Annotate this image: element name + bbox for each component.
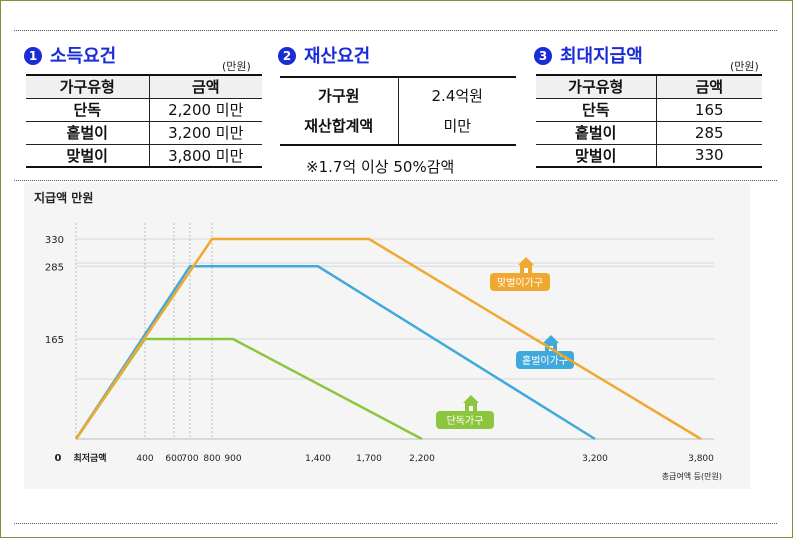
max-unit-label: (만원): [730, 60, 759, 73]
y-tick-label: 285: [45, 262, 64, 273]
x-tick-label: 800: [203, 454, 220, 464]
income-requirement-title: 1 소득요건: [24, 42, 116, 68]
table-row: 홑벌이 3,200 미만: [26, 120, 262, 145]
x-tick-label: 900: [224, 454, 241, 464]
x-tick-label: 3,200: [582, 454, 608, 464]
table-row: 단독 165: [536, 97, 762, 122]
y-tick-label: 165: [45, 335, 64, 346]
house-icon-door: [469, 406, 473, 411]
divider-top: [14, 30, 777, 31]
divider-middle: [14, 180, 777, 181]
house-icon: [543, 335, 559, 343]
asset-reduction-note: ※1.7억 이상 50%감액: [306, 158, 455, 176]
house-icon: [518, 257, 534, 265]
chart-title: 지급액 만원: [34, 191, 94, 205]
x-axis-label: 총급여액 등(만원): [662, 471, 722, 481]
divider-bottom: [14, 523, 777, 524]
max-payment-table: 가구유형 금액 단독 165 홑벌이 285 맞벌이 330: [536, 74, 762, 168]
series-label: 단독가구: [447, 415, 484, 427]
table-row: 가구원 재산합계액 2.4억원 미만: [280, 76, 516, 146]
series-line: [74, 337, 423, 441]
income-table: 가구유형 금액 단독 2,200 미만 홑벌이 3,200 미만 맞벌이 3,8…: [26, 74, 262, 168]
x-origin-label: 0: [55, 453, 62, 464]
section-number-3: 3: [534, 47, 552, 65]
series-line: [74, 265, 596, 441]
section-number-2: 2: [278, 47, 296, 65]
income-unit-label: (만원): [222, 60, 251, 73]
house-icon-door: [524, 268, 528, 273]
x-tick-label: 2,200: [409, 454, 435, 464]
asset-requirement-title: 2 재산요건: [278, 42, 370, 68]
table-row: 맞벌이 330: [536, 143, 762, 168]
series-line: [74, 237, 702, 441]
table-row: 홑벌이 285: [536, 120, 762, 145]
series-label: 홑벌이가구: [522, 354, 568, 367]
x-tick-label: 1,700: [356, 454, 382, 464]
series-label-badge: [436, 411, 494, 429]
max-payment-title: 3 최대지급액: [534, 42, 643, 68]
y-tick-label: 330: [45, 235, 64, 246]
series-label: 맞벌이가구: [497, 277, 543, 289]
series-label-badge: [516, 351, 574, 369]
x-tick-label: 600: [165, 454, 182, 464]
table-row: 맞벌이 3,800 미만: [26, 143, 262, 168]
series-label-badge: [490, 273, 550, 291]
x-tick-label: 400: [136, 454, 153, 464]
section-number-1: 1: [24, 47, 42, 65]
x-tick-label: 1,400: [305, 454, 331, 464]
payment-chart: 지급액 만원 165 285 330 400 600 700 800 900 1,400 1,70…: [24, 183, 750, 489]
house-icon: [463, 395, 479, 403]
table-header-row: 가구유형 금액: [26, 74, 262, 99]
asset-table: 가구원 재산합계액 2.4억원 미만: [280, 76, 516, 146]
x-min-label: 최저금액: [73, 452, 106, 464]
table-header-row: 가구유형 금액: [536, 74, 762, 99]
table-row: 단독 2,200 미만: [26, 97, 262, 122]
x-tick-label: 3,800: [688, 454, 714, 464]
x-tick-label: 700: [181, 454, 198, 464]
